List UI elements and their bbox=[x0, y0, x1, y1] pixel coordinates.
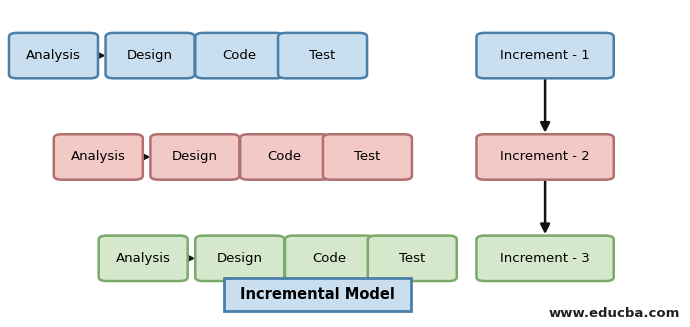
Text: Analysis: Analysis bbox=[116, 252, 170, 265]
FancyBboxPatch shape bbox=[99, 235, 188, 281]
Text: Code: Code bbox=[268, 150, 302, 164]
FancyBboxPatch shape bbox=[323, 134, 412, 180]
FancyBboxPatch shape bbox=[240, 134, 329, 180]
Text: Analysis: Analysis bbox=[71, 150, 126, 164]
FancyBboxPatch shape bbox=[195, 33, 284, 78]
FancyBboxPatch shape bbox=[278, 33, 367, 78]
Bar bbox=[224, 278, 411, 311]
FancyBboxPatch shape bbox=[150, 134, 239, 180]
Text: Design: Design bbox=[217, 252, 263, 265]
FancyBboxPatch shape bbox=[195, 235, 284, 281]
Text: Design: Design bbox=[172, 150, 218, 164]
FancyBboxPatch shape bbox=[476, 33, 614, 78]
Text: www.educba.com: www.educba.com bbox=[549, 307, 680, 320]
FancyBboxPatch shape bbox=[285, 235, 374, 281]
FancyBboxPatch shape bbox=[9, 33, 98, 78]
Text: Increment - 1: Increment - 1 bbox=[500, 49, 590, 62]
Text: Analysis: Analysis bbox=[26, 49, 81, 62]
Text: Test: Test bbox=[309, 49, 336, 62]
Text: Code: Code bbox=[313, 252, 346, 265]
FancyBboxPatch shape bbox=[106, 33, 195, 78]
Text: Test: Test bbox=[399, 252, 426, 265]
Text: Design: Design bbox=[127, 49, 173, 62]
FancyBboxPatch shape bbox=[476, 235, 614, 281]
FancyBboxPatch shape bbox=[368, 235, 457, 281]
FancyBboxPatch shape bbox=[54, 134, 143, 180]
FancyBboxPatch shape bbox=[476, 134, 614, 180]
Text: Increment - 3: Increment - 3 bbox=[500, 252, 590, 265]
Text: Code: Code bbox=[223, 49, 257, 62]
Text: Incremental Model: Incremental Model bbox=[240, 287, 395, 302]
Text: Test: Test bbox=[354, 150, 381, 164]
Text: Increment - 2: Increment - 2 bbox=[500, 150, 590, 164]
